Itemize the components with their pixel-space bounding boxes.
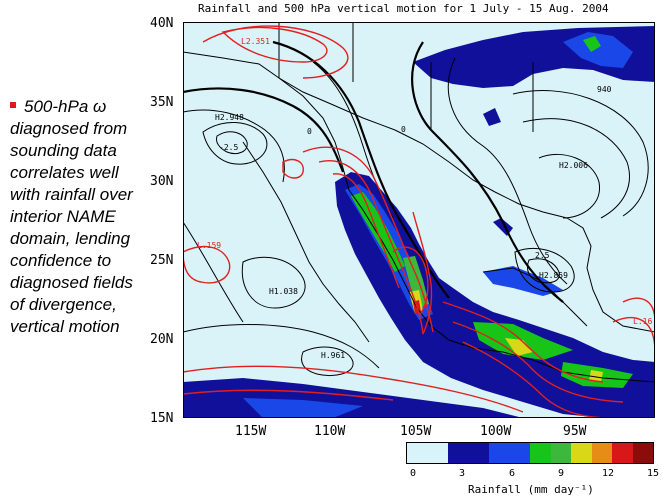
bullet-line-11: vertical motion bbox=[10, 317, 120, 336]
map-title: Rainfall and 500 hPa vertical motion for… bbox=[198, 2, 609, 15]
colorbar-tick-12: 12 bbox=[602, 468, 615, 479]
colorbar-tick-0: 0 bbox=[410, 468, 417, 479]
label-h2006: H2.006 bbox=[559, 161, 588, 170]
lat-tick-15n: 15N bbox=[150, 411, 174, 426]
colorbar-segment-6 bbox=[591, 443, 612, 463]
bullet-line-2: diagnosed from bbox=[10, 119, 128, 138]
colorbar-tick-6: 6 bbox=[509, 468, 516, 479]
lat-tick-40n: 40N bbox=[150, 16, 174, 31]
bullet-line-3: sounding data bbox=[10, 141, 117, 160]
map-frame bbox=[183, 22, 655, 418]
colorbar-segment-1 bbox=[448, 443, 489, 463]
colorbar-segment-0 bbox=[407, 443, 448, 463]
colorbar-segment-8 bbox=[632, 443, 653, 463]
bullet-line-7: domain, lending bbox=[10, 229, 131, 248]
bullet-line-8: confidence to bbox=[10, 251, 112, 270]
lat-tick-25n: 25N bbox=[150, 253, 174, 268]
rainfall-map: L2.351 H2.948 -2.5 0 0 H2.006 L.159 H1.0… bbox=[183, 22, 655, 418]
colorbar-segment-5 bbox=[571, 443, 592, 463]
label-minus25: -2.5 bbox=[219, 143, 238, 152]
lon-tick-105w: 105W bbox=[400, 424, 432, 439]
colorbar-tick-9: 9 bbox=[558, 468, 565, 479]
label-25: 2.5 bbox=[535, 251, 550, 260]
lat-tick-20n: 20N bbox=[150, 332, 174, 347]
label-l159: L.159 bbox=[197, 241, 221, 250]
lat-tick-35n: 35N bbox=[150, 95, 174, 110]
lon-tick-100w: 100W bbox=[480, 424, 512, 439]
label-l16: L.16 bbox=[633, 317, 652, 326]
colorbar-tick-15: 15 bbox=[647, 468, 660, 479]
label-h2859: H2.859 bbox=[539, 271, 568, 280]
label-h961: H.961 bbox=[321, 351, 345, 360]
colorbar-title: Rainfall (mm day⁻¹) bbox=[468, 483, 594, 496]
bullet-line-1: 500-hPa ω bbox=[24, 97, 107, 116]
label-zero-1: 0 bbox=[401, 125, 406, 134]
bullet-line-10: of divergence, bbox=[10, 295, 117, 314]
bullet-line-4: correlates well bbox=[10, 163, 119, 182]
colorbar-segment-2 bbox=[489, 443, 530, 463]
colorbar-segment-7 bbox=[612, 443, 633, 463]
lat-tick-30n: 30N bbox=[150, 174, 174, 189]
lon-tick-110w: 110W bbox=[314, 424, 346, 439]
bullet-marker bbox=[10, 101, 16, 108]
bullet-line-5: with rainfall over bbox=[10, 185, 133, 204]
label-h2948: H2.948 bbox=[215, 113, 244, 122]
colorbar-tick-3: 3 bbox=[459, 468, 466, 479]
label-zero-2: 0 bbox=[307, 127, 312, 136]
omega-contours-red bbox=[183, 25, 655, 418]
lon-tick-115w: 115W bbox=[235, 424, 267, 439]
label-l2351: L2.351 bbox=[241, 37, 270, 46]
colorbar-segment-3 bbox=[530, 443, 551, 463]
label-940: 940 bbox=[597, 85, 612, 94]
bullet-text-block: 500-hPa ω diagnosed from sounding data c… bbox=[10, 96, 160, 338]
bullet-line-6: interior NAME bbox=[10, 207, 116, 226]
contour-labels: L2.351 H2.948 -2.5 0 0 H2.006 L.159 H1.0… bbox=[197, 37, 652, 360]
colorbar-segment-4 bbox=[550, 443, 571, 463]
label-h1038: H1.038 bbox=[269, 287, 298, 296]
colorbar bbox=[406, 442, 654, 464]
bullet-line-9: diagnosed fields bbox=[10, 273, 133, 292]
lon-tick-95w: 95W bbox=[563, 424, 587, 439]
